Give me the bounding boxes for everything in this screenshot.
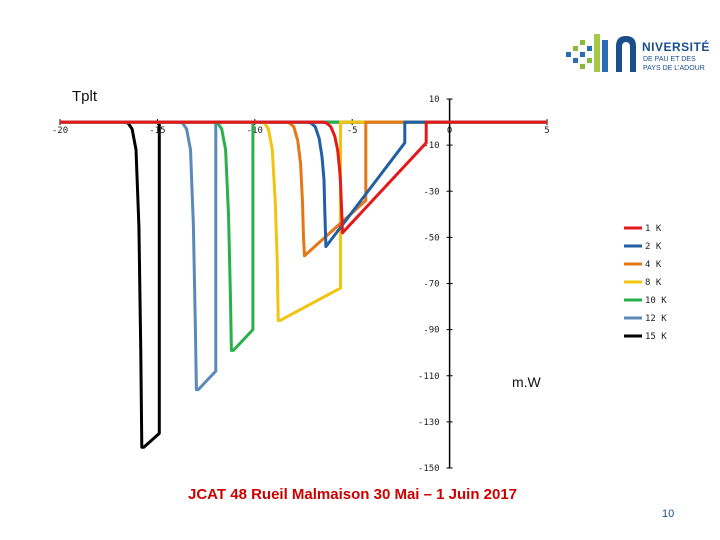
logo-text-line2: DE PAU ET DES — [643, 56, 696, 63]
y-tick-label: -50 — [423, 233, 439, 243]
y-tick-label: -70 — [423, 280, 439, 290]
series-line-1k — [60, 120, 547, 235]
y-tick-label: -130 — [418, 418, 440, 428]
logo-text-line1: NIVERSITÉ — [642, 40, 710, 54]
logo-text-line3: PAYS DE L'ADOUR — [643, 65, 705, 72]
legend-label: 2 K — [645, 242, 662, 252]
x-tick-label: -20 — [52, 126, 68, 136]
chart-series-layer — [60, 120, 547, 449]
y-tick-label: 10 — [429, 95, 440, 105]
chart-title: Tplt — [72, 88, 98, 105]
legend-label: 10 K — [645, 296, 667, 306]
unit-label: m.W — [512, 374, 541, 390]
x-tick-label: -10 — [247, 126, 263, 136]
legend-label: 8 K — [645, 278, 662, 288]
x-tick-label: 0 — [447, 126, 452, 136]
y-tick-label: -10 — [423, 141, 439, 151]
x-tick-label: 5 — [544, 126, 549, 136]
series-line-15k — [60, 120, 547, 449]
x-tick-label: -5 — [347, 126, 358, 136]
legend-label: 1 K — [645, 224, 662, 234]
university-logo — [566, 32, 686, 82]
y-tick-label: -110 — [418, 372, 440, 382]
chart-legend: 1 K 2 K 4 K 8 K 10 K 12 K 15 K — [624, 224, 667, 342]
logo-mark-icon — [566, 34, 636, 72]
y-tick-label: -150 — [418, 464, 440, 474]
legend-label: 15 K — [645, 332, 667, 342]
y-tick-label: -90 — [423, 326, 439, 336]
series-line-4k — [60, 120, 547, 258]
legend-label: 12 K — [645, 314, 667, 324]
page-number: 10 — [662, 508, 675, 520]
legend-label: 4 K — [645, 260, 662, 270]
y-tick-label: -30 — [423, 187, 439, 197]
chart-axes: -20 -15 -10 -5 0 510-10-30-50-70-90-110-130-1… — [52, 95, 550, 474]
x-tick-label: -15 — [149, 126, 165, 136]
footer-conference: JCAT 48 Rueil Malmaison 30 Mai – 1 Juin … — [188, 486, 518, 503]
